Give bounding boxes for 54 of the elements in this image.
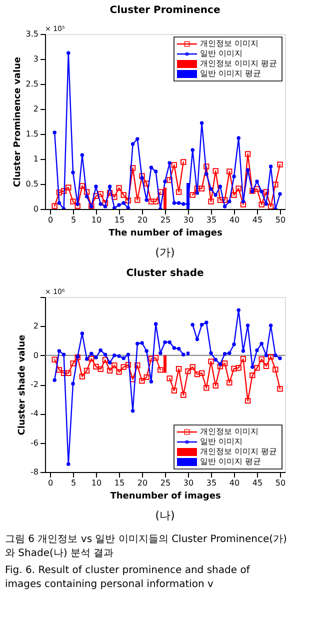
y-tick-label: 2: [33, 104, 38, 114]
x-tick-label: 25: [160, 478, 171, 488]
y-tick-label: 0: [33, 204, 38, 214]
y-tick-label: -4: [30, 409, 38, 418]
legend-label: 개인정보 이미지: [200, 39, 259, 48]
x-tick-label: 15: [114, 478, 125, 488]
x-tick-label: 30: [183, 478, 194, 488]
x-tick-label: 15: [114, 216, 125, 224]
y-tick-label: 2: [33, 322, 38, 331]
x-tick-label: 5: [70, 478, 76, 488]
legend-label: 개인정보 이미지: [200, 427, 259, 436]
chart-title: Cluster shade: [126, 268, 204, 279]
x-tick-label: 10: [91, 216, 102, 224]
x-tick-label: 25: [160, 216, 171, 224]
legend-label: 개인정보 이미지 평균: [200, 447, 278, 456]
x-tick-label: 45: [252, 478, 263, 488]
y-tick-label: 1: [33, 154, 38, 164]
y-tick-label: 3.5: [26, 30, 38, 38]
x-tick-label: 30: [183, 216, 194, 224]
y-axis-title: Cluster Prominence value: [12, 56, 23, 188]
x-tick-label: 5: [70, 216, 76, 224]
x-tick-label: 50: [275, 216, 286, 224]
y-tick-label: -2: [30, 380, 38, 389]
y-tick-label: -6: [30, 438, 38, 448]
x-tick-label: 40: [229, 478, 240, 488]
caption: Fig. 6. Result of cluster prominence and shade of images containing personal information v: [5, 565, 250, 590]
x-tick-label: 35: [206, 478, 217, 488]
y-tick-label: 2.5: [26, 80, 38, 88]
y-tick-label: -8: [30, 468, 38, 476]
chart-title: Cluster Prominence: [110, 5, 220, 16]
text: (가): [155, 246, 175, 259]
legend-label: 일반 이미지 평균: [200, 69, 262, 78]
legend-label: 개인정보 이미지 평균: [200, 59, 278, 68]
x-axis-title: The number of images: [108, 228, 222, 238]
y-tick-label: 3: [33, 54, 38, 64]
legend-label: 일반 이미지: [200, 437, 243, 446]
x-tick-label: 0: [48, 216, 54, 224]
x-tick-label: 10: [91, 478, 102, 488]
y-tick-label: 1.5: [26, 130, 38, 138]
x-tick-label: 20: [137, 216, 148, 224]
y-axis-title: Cluster shade value: [18, 334, 28, 436]
x-tick-label: 45: [252, 216, 263, 224]
y-tick-label: 0.5: [26, 180, 38, 188]
text: (나): [155, 509, 175, 522]
x-axis-title: Thenumber of images: [110, 492, 221, 502]
legend-label: 일반 이미지 평균: [200, 457, 262, 466]
caption: 그림 6 개인정보 vs 일반 이미지들의 Cluster Prominence(가) 와 Shade(나) 분석 결과: [5, 534, 287, 559]
y-tick-label: 0: [33, 350, 38, 360]
x-tick-label: 35: [206, 216, 217, 224]
x-tick-label: 40: [229, 216, 240, 224]
x-tick-label: 50: [275, 478, 286, 488]
x-tick-label: 20: [137, 478, 148, 488]
x-tick-label: 0: [48, 478, 54, 488]
legend-label: 일반 이미지: [200, 49, 243, 58]
